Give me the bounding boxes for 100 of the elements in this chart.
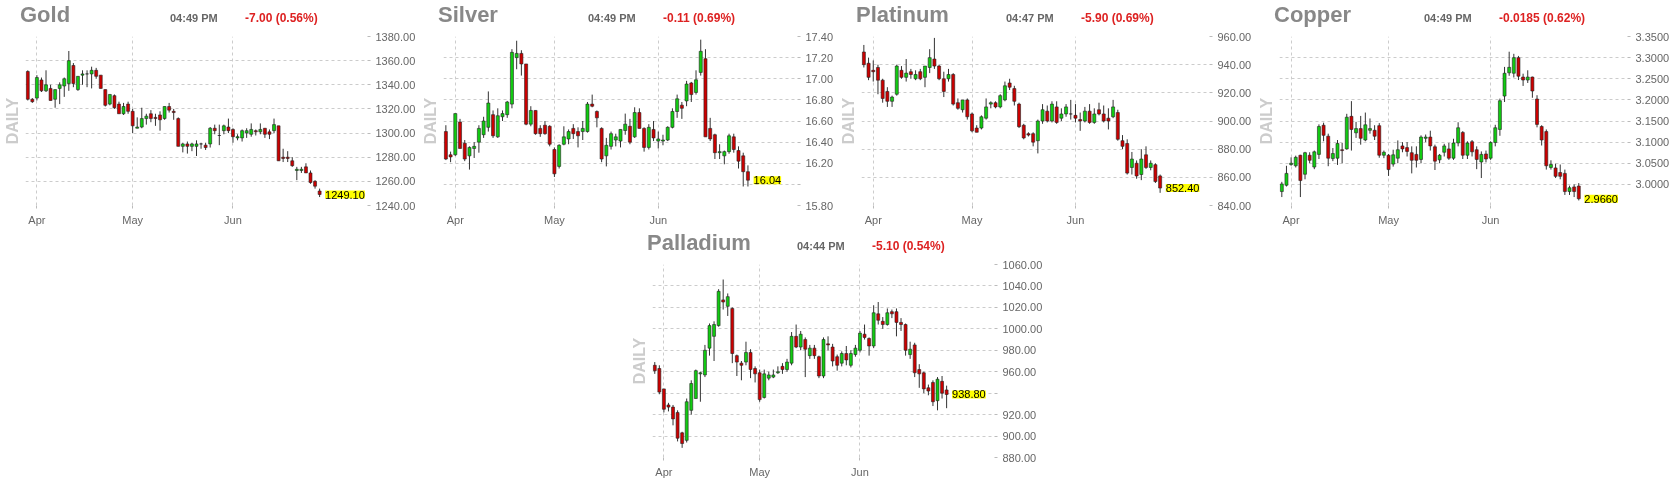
text: 938.80 (952, 388, 986, 401)
y-tick-label: 3.3500 (1635, 30, 1670, 43)
candlestick (1474, 145, 1479, 170)
y-tick-label: 880.00 (1217, 143, 1252, 156)
chart-subtitle: 04:44 PM (797, 240, 845, 252)
y-tick-label: 1280.00 (375, 151, 416, 164)
candlestick (944, 385, 949, 409)
candlestick (935, 376, 940, 411)
y-tick-label: 3.3000 (1635, 51, 1670, 64)
y-tick-label: 17.40 (805, 30, 834, 43)
y-tick-label: 1000.00 (1002, 322, 1043, 335)
y-tick-label: 1380.00 (375, 30, 416, 43)
y-tick-label: 900.00 (1002, 430, 1037, 443)
candlestick (894, 307, 899, 337)
candlestick (1326, 133, 1331, 167)
y-tick-label: 1060.00 (1002, 258, 1043, 271)
candlestick (1349, 100, 1354, 152)
candlestick (798, 330, 803, 351)
x-tick-label: Apr (655, 465, 673, 478)
candlestick (533, 109, 538, 136)
candlestick (803, 336, 808, 378)
x-tick-label: Apr (28, 213, 46, 226)
chart-title: Platinum (856, 2, 949, 28)
text: 1249.10 (325, 188, 365, 201)
chart-title: Palladium (647, 230, 751, 256)
x-tick-label: May (122, 213, 144, 226)
y-tick-label: 1240.00 (375, 199, 416, 212)
y-tick-label: 15.80 (805, 199, 834, 212)
text: 2.9660 (1584, 192, 1618, 205)
y-tick-label: 3.0500 (1635, 157, 1670, 170)
x-tick-label: Jun (851, 465, 869, 478)
y-tick-label: 940.00 (1217, 58, 1252, 71)
y-tick-label: 920.00 (1002, 408, 1037, 421)
candlestick (1087, 103, 1092, 125)
x-tick-label: Apr (864, 213, 883, 226)
chart-subtitle: 04:49 PM (588, 12, 636, 24)
x-tick-label: Apr (1282, 213, 1300, 226)
text: -7.00 (0.56%) (245, 11, 318, 25)
candlestick (71, 62, 76, 88)
candlestick (1073, 103, 1078, 123)
text: -5.10 (0.54%) (872, 239, 945, 253)
y-tick-label: 1040.00 (1002, 279, 1043, 292)
candlestick (1386, 153, 1391, 177)
y-tick-label: 16.20 (805, 157, 834, 170)
x-tick-label: Jun (649, 213, 668, 226)
y-tick-label: 17.20 (805, 51, 834, 64)
candlestick (1502, 66, 1507, 103)
candlestick (1530, 76, 1535, 99)
x-tick-label: May (749, 465, 771, 478)
text: 16.04 (753, 174, 782, 187)
y-tick-label: 16.80 (805, 93, 834, 106)
y-tick-label: 1360.00 (375, 54, 416, 67)
candlestick (89, 66, 94, 89)
y-tick-label: 960.00 (1002, 365, 1037, 378)
y-tick-label: 1020.00 (1002, 301, 1043, 314)
y-tick-label: 840.00 (1217, 199, 1252, 212)
candlestick (731, 133, 736, 154)
candlestick (57, 81, 62, 105)
text: -0.0185 (0.62%) (1499, 11, 1586, 25)
candlestick (1363, 112, 1368, 142)
y-tick-label: 16.40 (805, 136, 834, 149)
y-tick-label: 3.0000 (1635, 178, 1670, 191)
candlestick (725, 292, 730, 317)
y-tick-label: 960.00 (1217, 30, 1252, 43)
candlestick (1479, 150, 1484, 179)
y-tick-label: 3.2000 (1635, 93, 1670, 106)
candlestick (1106, 107, 1111, 130)
chart-subtitle: 04:49 PM (1424, 12, 1472, 24)
candlestick (1358, 115, 1363, 146)
candlestick (467, 145, 472, 171)
y-tick-label: 980.00 (1002, 344, 1037, 357)
chart-title: Silver (438, 2, 498, 28)
y-tick-label: 860.00 (1217, 171, 1252, 184)
y-tick-label: 16.60 (805, 115, 834, 127)
x-tick-label: Jun (1066, 213, 1085, 226)
candlestick (736, 145, 741, 170)
x-tick-label: May (1378, 213, 1400, 226)
y-tick-label: 920.00 (1217, 86, 1252, 99)
y-tick-label: 880.00 (1002, 451, 1037, 464)
chart-subtitle: 04:47 PM (1006, 12, 1054, 24)
text: -5.90 (0.69%) (1081, 11, 1154, 25)
candlestick (595, 109, 599, 128)
x-tick-label: May (961, 213, 983, 226)
y-tick-label: 1260.00 (375, 175, 416, 188)
x-tick-label: May (544, 213, 566, 226)
candlestick (547, 124, 552, 147)
y-tick-label: 900.00 (1217, 115, 1252, 127)
y-tick-label: 3.1500 (1635, 115, 1670, 127)
candlestick (1012, 85, 1017, 107)
text: -0.11 (0.69%) (663, 11, 736, 25)
candlestick (1068, 99, 1073, 121)
candlestick (684, 80, 689, 107)
y-tick-label: 3.1000 (1635, 136, 1670, 149)
x-tick-label: Apr (446, 213, 465, 226)
y-tick-label: 1340.00 (375, 78, 416, 91)
y-tick-label: 1300.00 (375, 127, 416, 140)
chart-title: Copper (1274, 2, 1351, 28)
chart-title: Gold (20, 2, 71, 28)
y-tick-label: 1320.00 (375, 102, 416, 115)
chart-subtitle: 04:49 PM (170, 12, 218, 24)
